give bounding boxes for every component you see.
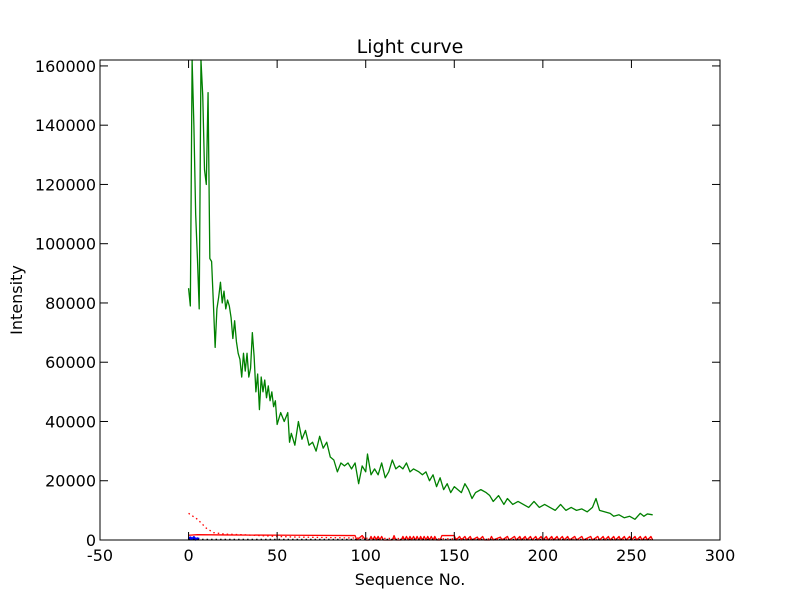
chart-title: Light curve <box>357 36 464 58</box>
x-axis-label: Sequence No. <box>355 570 466 589</box>
series-layer <box>187 59 654 541</box>
x-tick-label: 100 <box>350 546 381 565</box>
y-tick-label: 140000 <box>35 116 96 135</box>
y-tick-label: 60000 <box>45 353 96 372</box>
y-tick-label: 80000 <box>45 294 96 313</box>
y-tick-label: 20000 <box>45 472 96 491</box>
series-line-3 <box>187 536 200 541</box>
series-line-0 <box>187 59 653 520</box>
y-tick-label: 160000 <box>35 57 96 76</box>
series-line-1 <box>188 512 653 541</box>
tick-layer: -50 0 50 100 150 200 250 3000200004000060000800… <box>35 57 735 565</box>
x-tick-label: 50 <box>267 546 287 565</box>
y-axis-label: Intensity <box>7 265 26 335</box>
y-tick-label: 100000 <box>35 235 96 254</box>
x-tick-label: 300 <box>705 546 736 565</box>
y-tick-label: 40000 <box>45 412 96 431</box>
plot-frame <box>99 59 721 541</box>
x-tick-label: 250 <box>616 546 647 565</box>
x-tick-label: 150 <box>439 546 470 565</box>
x-tick-label: -50 <box>87 546 113 565</box>
x-tick-label: 200 <box>528 546 559 565</box>
x-tick-label: 0 <box>183 546 193 565</box>
y-tick-label: 120000 <box>35 175 96 194</box>
y-tick-label: 0 <box>86 531 96 550</box>
